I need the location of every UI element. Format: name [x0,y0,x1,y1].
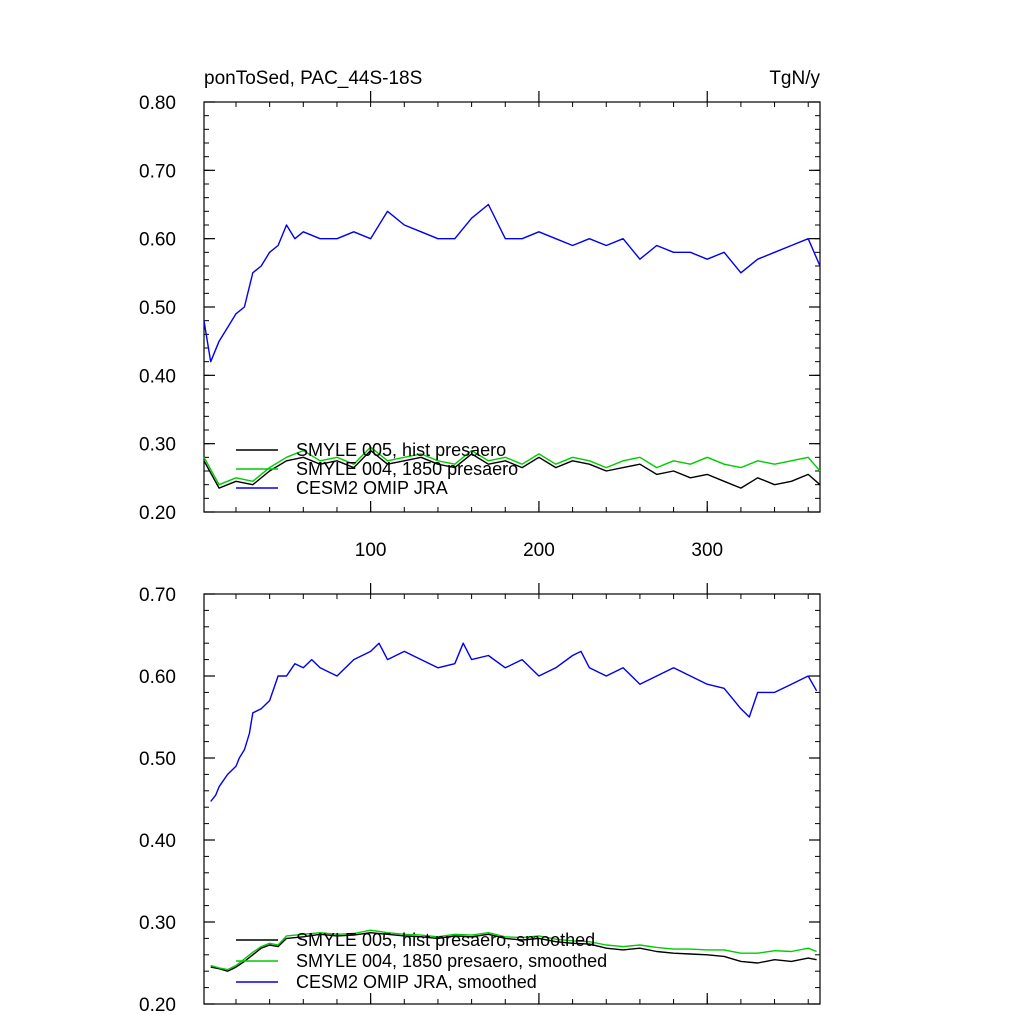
y-tick-label: 0.70 [139,585,176,606]
series-line-3 [203,203,821,363]
y-tick-label: 0.50 [139,749,176,770]
series-line-2 [210,929,817,971]
legend-label: SMYLE 004, 1850 presaero, smoothed [296,951,607,971]
series-line-2 [203,446,821,486]
y-tick-label: 0.40 [139,831,176,852]
series-line-3 [210,642,818,802]
x-tick-label: 200 [523,540,555,561]
series-line-1 [210,932,817,972]
y-tick-label: 0.20 [139,503,176,524]
y-tick-label: 0.60 [139,667,176,688]
y-tick-label: 0.60 [139,230,176,251]
y-tick-label: 0.40 [139,366,176,387]
bottom-panel: 0.20 0.30 0.40 0.50 0.60 0.70 SMYLE 005, hist … [139,583,821,1016]
legend-label: CESM2 OMIP JRA [296,478,448,498]
chart-units: TgN/y [769,68,820,89]
x-tick-label: 300 [691,540,723,561]
legend-label: SMYLE 005, hist presaero [296,440,506,460]
legend-label: SMYLE 005, hist presaero, smoothed [296,930,595,950]
y-tick-label: 0.50 [139,298,176,319]
y-tick-label: 0.20 [139,995,176,1016]
chart-title: ponToSed, PAC_44S-18S [204,68,422,89]
y-tick-label: 0.80 [139,93,176,114]
x-tick-label: 100 [355,540,387,561]
top-panel: ponToSed, PAC_44S-18S TgN/y 0.20 0.30 0.40… [139,68,821,561]
y-tick-label: 0.70 [139,161,176,182]
legend-label: SMYLE 004, 1850 presaero [296,459,518,479]
legend-label: CESM2 OMIP JRA, smoothed [296,972,537,992]
plot-frame [203,593,821,1005]
y-tick-label: 0.30 [139,913,176,934]
y-tick-label: 0.30 [139,435,176,456]
series-line-1 [203,449,821,489]
